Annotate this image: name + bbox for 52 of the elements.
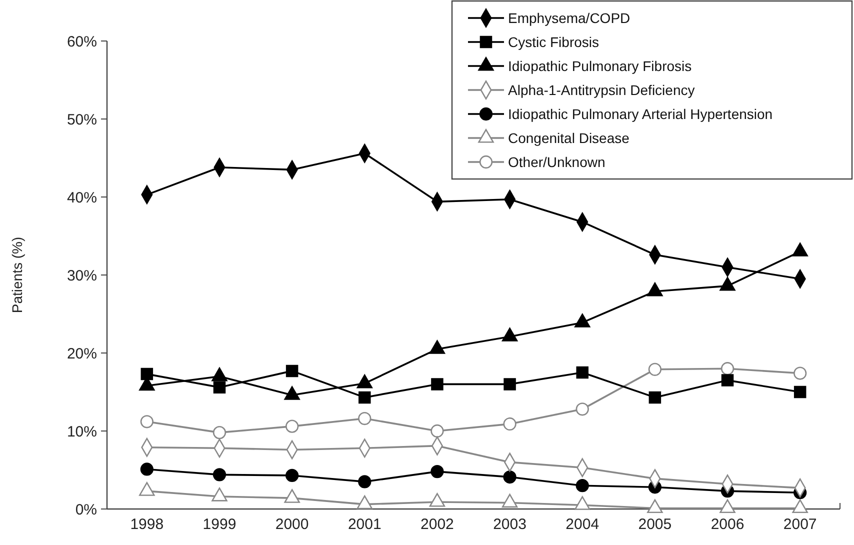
point <box>140 415 154 428</box>
legend-label: Other/Unknown <box>508 154 606 170</box>
point <box>430 424 444 438</box>
point <box>213 381 226 394</box>
legend-label: Emphysema/COPD <box>508 10 630 26</box>
x-tick-label: 2003 <box>493 516 526 533</box>
point <box>576 402 589 416</box>
point <box>358 475 372 488</box>
y-tick-label: 50% <box>66 111 97 128</box>
point <box>358 391 371 404</box>
legend-label: Congenital Disease <box>508 130 630 146</box>
x-tick-label: 2000 <box>275 516 309 533</box>
point <box>794 366 807 380</box>
point <box>576 479 589 492</box>
legend-label: Alpha-1-Antitrypsin Deficiency <box>508 82 695 98</box>
point <box>794 386 806 398</box>
point <box>212 426 226 440</box>
x-tick-label: 2002 <box>420 516 454 533</box>
y-tick-label: 20% <box>66 345 97 362</box>
y-tick-label: 60% <box>66 33 97 50</box>
point <box>648 391 662 404</box>
legend-label: Cystic Fibrosis <box>508 34 600 50</box>
point <box>430 465 444 478</box>
y-axis-title: Patients (%) <box>9 236 25 314</box>
point <box>503 417 516 431</box>
point <box>503 470 516 484</box>
point <box>721 374 734 386</box>
point <box>285 420 299 433</box>
point <box>431 378 444 390</box>
x-tick-label: 2007 <box>783 516 817 533</box>
legend-label: Idiopathic Pulmonary Fibrosis <box>508 58 692 74</box>
y-tick-label: 40% <box>66 189 97 206</box>
point <box>648 362 662 376</box>
x-tick-label: 2006 <box>710 516 744 533</box>
point <box>212 468 226 482</box>
point <box>720 362 734 376</box>
point <box>140 368 154 380</box>
point <box>140 462 154 476</box>
x-tick-label: 1998 <box>130 516 164 533</box>
y-tick-label: 30% <box>66 267 97 284</box>
y-tick-label: 10% <box>66 423 97 440</box>
y-tick-label: 0% <box>75 501 97 518</box>
legend-label: Idiopathic Pulmonary Arterial Hypertension <box>508 106 773 122</box>
x-tick-label: 2005 <box>638 516 672 533</box>
point <box>285 468 299 482</box>
point <box>358 412 372 426</box>
x-tick-label: 2001 <box>348 516 382 533</box>
point <box>286 364 298 378</box>
x-tick-label: 2004 <box>566 516 600 533</box>
x-tick-label: 1999 <box>202 516 236 533</box>
point <box>504 378 516 390</box>
point <box>576 366 588 379</box>
